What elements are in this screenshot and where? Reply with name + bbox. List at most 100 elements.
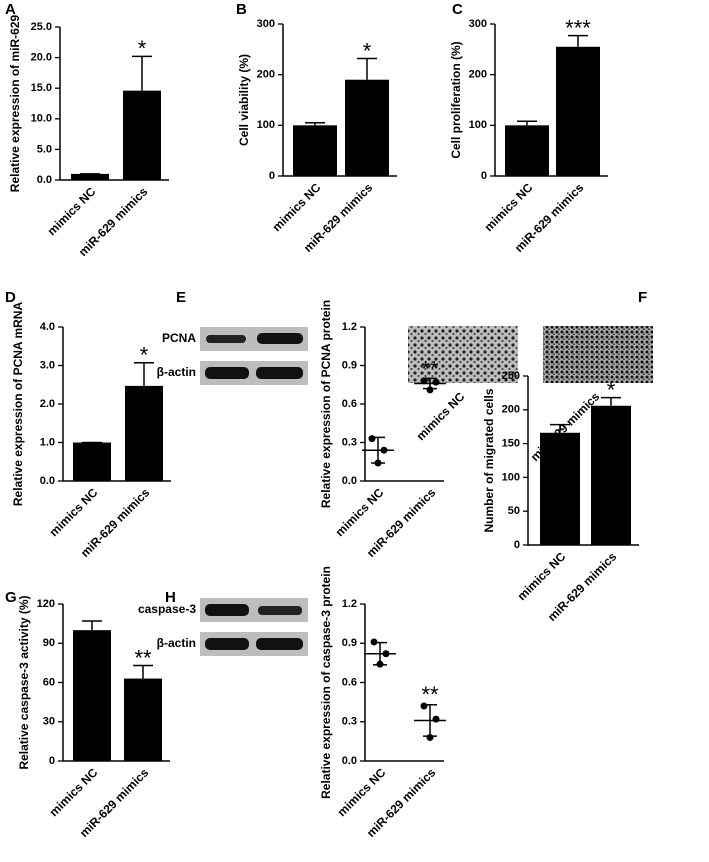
bar xyxy=(591,405,631,545)
bar xyxy=(556,46,600,176)
y-tick-label: 0 xyxy=(49,755,55,767)
y-axis-label: Relative caspase-3 activity (%) xyxy=(17,595,31,769)
y-tick-label: 90 xyxy=(43,637,55,649)
x-tick-label: mimics NC xyxy=(45,184,99,238)
significance: * xyxy=(607,377,616,402)
bar xyxy=(125,385,163,481)
y-axis-label: Relative expression of PCNA mRNA xyxy=(11,302,25,507)
y-tick-label: 300 xyxy=(257,18,275,30)
y-axis-label: Number of migrated cells xyxy=(482,388,496,532)
y-axis-label: Relative expression of miR-629 xyxy=(8,14,22,192)
x-tick-label: mimics NC xyxy=(47,765,101,819)
y-tick-label: 0.0 xyxy=(342,755,357,767)
y-tick-label: 250 xyxy=(502,370,520,382)
y-tick-label: 150 xyxy=(502,438,520,450)
y-tick-label: 200 xyxy=(257,69,275,81)
y-tick-label: 5.0 xyxy=(37,143,52,155)
data-point xyxy=(432,378,440,386)
significance: *** xyxy=(565,15,591,40)
y-tick-label: 30 xyxy=(43,716,55,728)
bar xyxy=(293,125,337,176)
y-tick-label: 0.0 xyxy=(40,475,55,487)
panel-letter: C xyxy=(452,1,463,18)
y-tick-label: 1.2 xyxy=(342,321,357,333)
y-tick-label: 0.3 xyxy=(342,716,357,728)
panel-letter: H xyxy=(165,589,176,606)
y-tick-label: 0.6 xyxy=(342,398,357,410)
y-tick-label: 0.3 xyxy=(342,436,357,448)
y-tick-label: 0 xyxy=(514,539,520,551)
x-tick-label: mimics NC xyxy=(270,180,324,234)
migration-images xyxy=(408,326,653,383)
data-point xyxy=(420,377,428,385)
significance: * xyxy=(363,38,372,63)
y-tick-label: 2.0 xyxy=(40,398,55,410)
y-tick-label: 0.6 xyxy=(342,676,357,688)
y-tick-label: 0.9 xyxy=(342,359,357,371)
y-tick-label: 10.0 xyxy=(31,113,52,125)
bar xyxy=(73,630,111,761)
x-tick-label: mimics NC xyxy=(482,180,536,234)
x-tick-label: mimics NC xyxy=(515,549,569,603)
y-tick-label: 15.0 xyxy=(31,82,52,94)
significance: * xyxy=(140,343,149,368)
x-tick-label: mimics NC xyxy=(47,485,101,539)
y-tick-label: 100 xyxy=(257,119,275,131)
image-label: mimics NC xyxy=(414,389,468,443)
bar xyxy=(73,442,111,481)
x-tick-label: mimics NC xyxy=(333,485,387,539)
y-tick-label: 0.0 xyxy=(37,174,52,186)
y-tick-label: 1.0 xyxy=(40,436,55,448)
data-point xyxy=(420,702,428,710)
y-tick-label: 25.0 xyxy=(31,21,52,33)
bar xyxy=(505,125,549,176)
y-tick-label: 1.2 xyxy=(342,598,357,610)
data-point xyxy=(426,386,434,394)
data-point xyxy=(370,638,378,646)
blot-label: β-actin xyxy=(157,365,196,379)
y-tick-label: 0 xyxy=(269,170,275,182)
panel-letter: B xyxy=(236,1,247,18)
data-point xyxy=(380,446,388,454)
y-tick-label: 0.9 xyxy=(342,637,357,649)
data-point xyxy=(432,715,440,723)
y-tick-label: 100 xyxy=(502,471,520,483)
y-tick-label: 20.0 xyxy=(31,52,52,64)
y-tick-label: 4.0 xyxy=(40,321,55,333)
y-tick-label: 120 xyxy=(37,598,55,610)
data-point xyxy=(374,459,382,467)
data-point xyxy=(376,660,384,668)
x-tick-label: mimics NC xyxy=(335,765,389,819)
bar xyxy=(124,678,162,761)
y-axis-label: Relative expression of PCNA protein xyxy=(319,300,333,508)
blot-label: β-actin xyxy=(157,636,196,650)
blot-h xyxy=(200,598,308,656)
significance: ** xyxy=(421,682,439,707)
bar xyxy=(540,432,580,545)
y-tick-label: 100 xyxy=(469,119,487,131)
data-point xyxy=(426,733,434,741)
panel-letter: F xyxy=(638,289,647,306)
y-tick-label: 300 xyxy=(469,18,487,30)
y-axis-label: Relative expression of caspase-3 protein xyxy=(319,566,333,799)
panel-letter: G xyxy=(5,589,17,606)
significance: ** xyxy=(421,357,439,382)
y-tick-label: 60 xyxy=(43,676,55,688)
y-tick-label: 0 xyxy=(481,170,487,182)
bar xyxy=(123,90,161,180)
significance: ** xyxy=(134,645,152,670)
y-tick-label: 200 xyxy=(469,69,487,81)
panel-letter: E xyxy=(176,289,186,306)
blot-label: caspase-3 xyxy=(138,602,196,616)
bar xyxy=(345,79,389,176)
blot-label: PCNA xyxy=(162,331,196,345)
blot-e xyxy=(200,327,308,385)
y-axis-label: Cell proliferation (%) xyxy=(449,41,463,158)
data-point xyxy=(382,650,390,658)
bar xyxy=(71,173,109,180)
y-tick-label: 200 xyxy=(502,404,520,416)
panel-letter: A xyxy=(5,1,16,18)
y-tick-label: 0.0 xyxy=(342,475,357,487)
y-axis-label: Cell viability (%) xyxy=(237,54,251,146)
